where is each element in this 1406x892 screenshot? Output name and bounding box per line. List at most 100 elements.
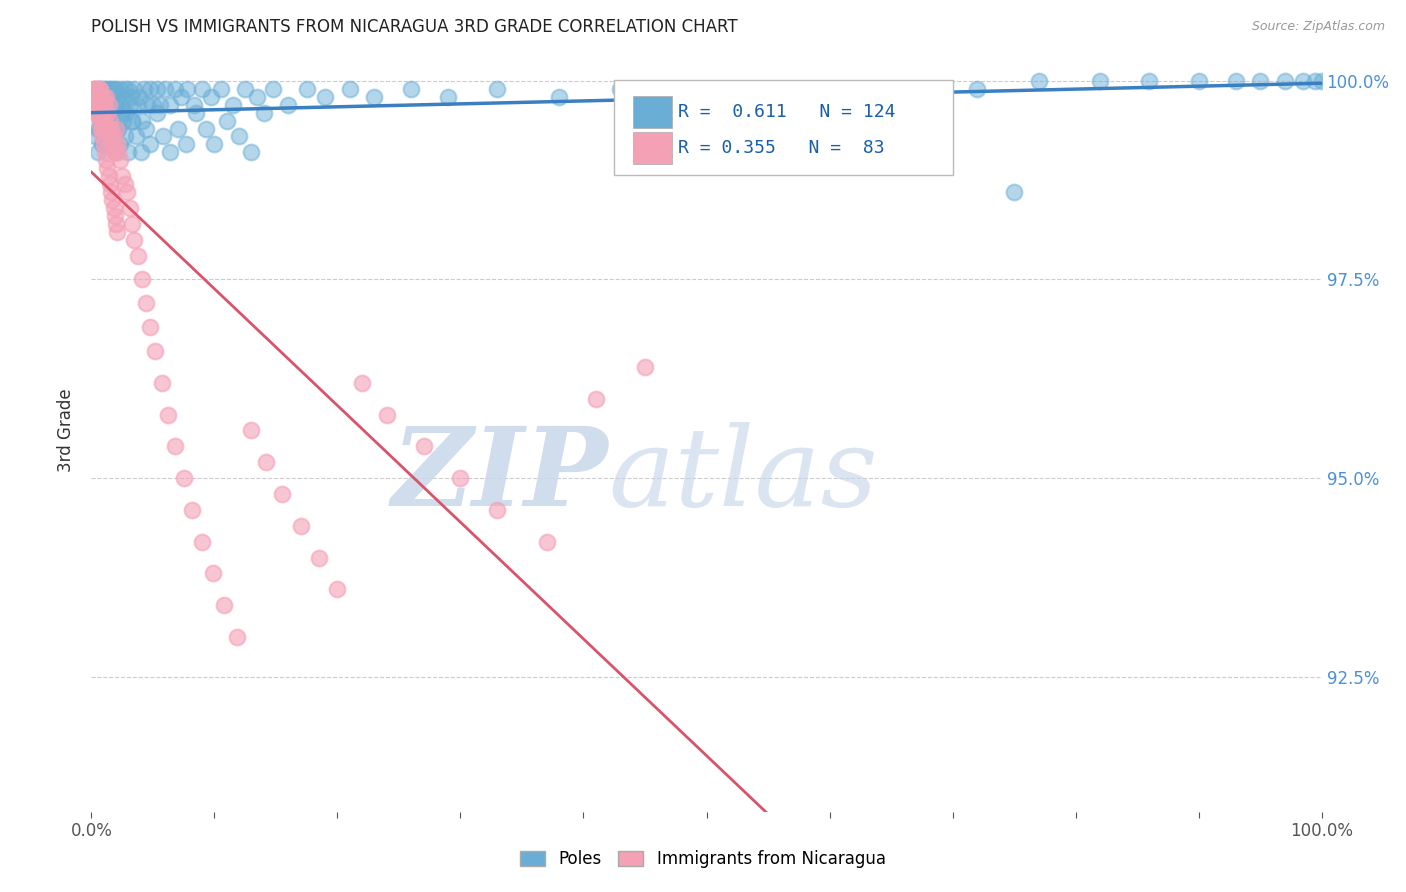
Point [1305,74,1327,88]
Y-axis label: 3rd Grade: 3rd Grade [58,389,76,472]
Point [101,193,124,207]
Point [86,97,108,112]
Point [326,582,349,597]
Point [96,89,117,103]
Point [91,121,114,136]
Point [117,145,139,160]
Point [91,129,114,144]
Point [89,105,111,120]
Point [90,89,112,103]
Point [127,249,149,263]
Point [118,97,141,112]
Point [124,233,146,247]
Point [108,82,131,96]
Point [105,137,128,152]
Point [100,82,122,96]
Point [105,217,127,231]
Point [104,97,127,112]
Point [254,455,277,469]
Point [97,97,120,112]
Point [202,137,225,152]
Point [105,121,127,136]
Point [105,121,128,136]
Point [93,113,115,128]
Point [86,145,108,160]
Point [131,113,153,128]
Point [108,137,131,152]
Point [145,343,166,358]
Point [87,105,110,120]
Point [129,145,152,160]
Point [104,209,127,223]
Point [1274,74,1296,88]
Point [89,113,111,128]
Point [86,89,108,103]
Point [114,129,136,144]
Point [1292,74,1315,88]
Point [86,82,108,96]
Point [121,217,143,231]
Point [486,503,509,517]
Point [96,105,118,120]
Point [105,89,128,103]
Point [486,82,509,96]
Point [84,129,107,144]
Point [135,296,156,310]
Point [107,145,129,160]
Point [240,145,263,160]
Point [120,89,142,103]
Point [98,177,121,191]
Point [156,408,179,422]
Point [93,82,115,96]
Point [191,534,214,549]
Point [145,82,167,96]
Point [94,145,117,160]
Point [135,121,156,136]
Point [891,82,914,96]
Point [96,153,117,168]
Point [94,121,117,136]
Point [103,82,125,96]
Point [412,439,434,453]
Point [87,97,110,112]
Point [139,82,162,96]
Point [89,89,111,103]
Point [153,82,177,96]
Point [117,82,139,96]
Point [87,105,110,120]
Point [437,89,460,103]
Point [339,82,361,96]
Point [375,408,398,422]
Point [183,97,205,112]
Point [111,105,134,120]
Legend: Poles, Immigrants from Nicaragua: Poles, Immigrants from Nicaragua [513,844,893,875]
Point [1187,74,1209,88]
Point [202,566,225,581]
Point [181,503,204,517]
Point [114,82,136,96]
Point [101,89,124,103]
Point [215,113,238,128]
Point [94,89,117,103]
Point [101,129,124,144]
Point [253,105,276,120]
Point [91,97,114,112]
Point [363,89,385,103]
Point [87,82,110,96]
Point [110,97,132,112]
Point [671,89,693,103]
Text: POLISH VS IMMIGRANTS FROM NICARAGUA 3RD GRADE CORRELATION CHART: POLISH VS IMMIGRANTS FROM NICARAGUA 3RD … [91,19,738,37]
Point [818,89,841,103]
Point [163,439,186,453]
Text: R =  0.611   N = 124: R = 0.611 N = 124 [678,103,896,121]
Point [100,121,122,136]
Point [86,121,108,136]
Point [1249,74,1271,88]
Point [142,97,165,112]
Point [86,105,108,120]
Point [536,534,558,549]
Point [114,177,136,191]
Point [149,97,172,112]
Text: atlas: atlas [607,423,877,530]
Point [93,137,115,152]
